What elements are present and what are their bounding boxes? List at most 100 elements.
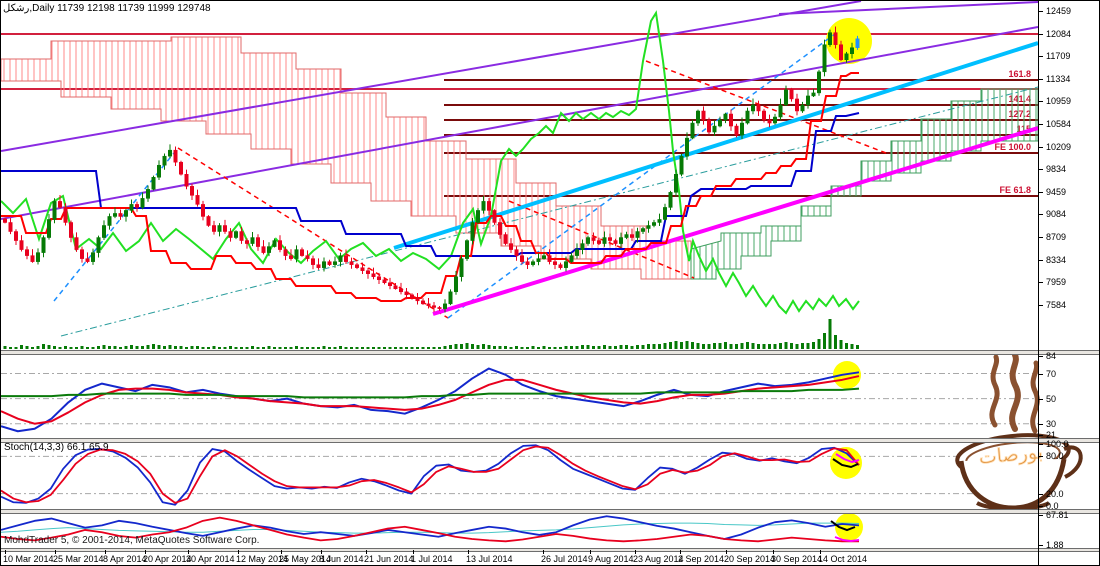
date-label: 20 Apr 2014 <box>143 554 192 564</box>
axis-tick <box>1039 79 1043 80</box>
axis-tick-label: 11334 <box>1046 74 1071 84</box>
fast-line <box>1 367 860 433</box>
axis-tick <box>1039 192 1043 193</box>
date-label: 25 May 2014 <box>279 554 332 564</box>
date-label: 23 Aug 2014 <box>633 554 684 564</box>
kijun-line <box>1 112 860 257</box>
axis-tick-label: 20.0 <box>1046 489 1064 499</box>
date-label: 9 Aug 2014 <box>588 554 634 564</box>
black-annotation <box>832 458 859 469</box>
date-label: 8 Apr 2014 <box>103 554 147 564</box>
axis-tick-label: 12084 <box>1046 29 1072 39</box>
date-label: 2 Sep 2014 <box>678 554 725 564</box>
oscillator-indicator-panel[interactable] <box>1 512 1038 548</box>
date-tick <box>413 550 414 554</box>
axis-tick <box>1039 515 1043 516</box>
lime-indicator-line <box>1 10 860 315</box>
date-tick <box>105 550 106 554</box>
fib-level-label: 161.8 <box>1008 69 1031 79</box>
cyan-trendline <box>393 41 1038 250</box>
stoch-signal <box>1 445 860 504</box>
axis-tick-label: 21 <box>1046 430 1057 440</box>
date-tick <box>238 550 239 554</box>
axis-tick <box>1039 282 1043 283</box>
axis-tick <box>1039 399 1043 400</box>
axis-tick <box>1039 214 1043 215</box>
axis-tick <box>1039 169 1043 170</box>
axis-tick-label: 30 <box>1046 419 1057 429</box>
axis-tick <box>1039 34 1043 35</box>
axis-tick <box>1039 124 1043 125</box>
axis-tick-label: 11709 <box>1046 51 1071 61</box>
date-label: 1 Jul 2014 <box>411 554 453 564</box>
axis-tick <box>1039 11 1043 12</box>
stoch-main <box>1 444 860 506</box>
axis-tick <box>1039 260 1043 261</box>
purple-trendline-1 <box>1 1 862 152</box>
date-label: 14 Oct 2014 <box>818 554 868 564</box>
stochastic-indicator-panel[interactable] <box>1 441 1038 509</box>
date-tick <box>281 550 282 554</box>
date-label: 30 Sep 2014 <box>771 554 823 564</box>
magenta-trendline <box>432 126 1038 316</box>
axis-tick <box>1039 506 1043 507</box>
panel-separator[interactable] <box>1 438 1099 443</box>
axis-tick-label: 8334 <box>1046 255 1067 265</box>
stochastic-label: Stoch(14,3,3) 66.1 65.9 <box>4 442 109 453</box>
date-label: 30 Apr 2014 <box>186 554 235 564</box>
purple-trendline-3 <box>778 1 1038 15</box>
axis-tick-label: 67.81 <box>1046 510 1069 520</box>
date-tick <box>321 550 322 554</box>
chart-title-ohlc: رشكل,Daily 11739 12198 11739 11999 12974… <box>3 3 211 14</box>
date-tick <box>468 550 469 554</box>
purple-trendline-2 <box>1 26 1038 220</box>
axis-tick <box>1039 374 1043 375</box>
osc-red <box>1 516 859 543</box>
axis-tick <box>1039 545 1043 546</box>
main-price-chart[interactable]: 161.8141.4127.2115FE 100.0FE 61.8 <box>1 1 1038 350</box>
price-axis[interactable]: 12459 12084 11709 11334 10959 10584 10209 9834 9… <box>1038 1 1099 565</box>
signal-line <box>1 375 860 425</box>
axis-tick-label: 8709 <box>1046 232 1067 242</box>
momentum-indicator-panel[interactable] <box>1 353 1038 438</box>
axis-tick-label: 10584 <box>1046 119 1072 129</box>
date-label: 21 Jun 2014 <box>364 554 414 564</box>
slow-line <box>1 387 860 399</box>
tenkan-line <box>1 72 859 302</box>
axis-tick-label: 12459 <box>1046 6 1072 16</box>
date-label: 12 May 2014 <box>236 554 289 564</box>
date-tick <box>145 550 146 554</box>
axis-tick-label: 9834 <box>1046 164 1067 174</box>
date-tick <box>680 550 681 554</box>
date-axis[interactable]: 10 Mar 2014 25 Mar 2014 8 Apr 2014 20 Apr 2… <box>1 550 1038 565</box>
axis-tick <box>1039 101 1043 102</box>
axis-tick-label: 7959 <box>1046 277 1067 287</box>
panel-separator[interactable] <box>1 350 1099 355</box>
axis-tick <box>1039 456 1043 457</box>
steam-icon <box>989 353 1040 434</box>
red-zigzag-3 <box>645 60 887 154</box>
axis-tick-label: 7584 <box>1046 300 1067 310</box>
date-tick <box>55 550 56 554</box>
date-label: 25 Mar 2014 <box>53 554 104 564</box>
date-label: 13 Jul 2014 <box>466 554 513 564</box>
date-label: 26 Jul 2014 <box>541 554 588 564</box>
panel-separator[interactable] <box>1 548 1099 552</box>
red-zigzag-2 <box>508 200 695 279</box>
axis-tick-label: 70 <box>1046 369 1057 379</box>
magenta-annotation <box>834 536 860 543</box>
copyright-text: MohdTrader 5, © 2001-2014, MetaQuotes So… <box>4 535 260 546</box>
axis-tick-label: 9084 <box>1046 209 1067 219</box>
fib-level-label: FE 61.8 <box>999 185 1031 195</box>
axis-tick <box>1039 494 1043 495</box>
fib-level-label: FE 100.0 <box>994 142 1031 152</box>
panel-separator[interactable] <box>1 509 1099 514</box>
highlight-circle <box>826 18 872 64</box>
date-tick <box>366 550 367 554</box>
axis-tick <box>1039 237 1043 238</box>
black-annotation <box>830 520 856 532</box>
date-tick <box>820 550 821 554</box>
axis-tick <box>1039 444 1043 445</box>
axis-tick-label: 9459 <box>1046 187 1067 197</box>
